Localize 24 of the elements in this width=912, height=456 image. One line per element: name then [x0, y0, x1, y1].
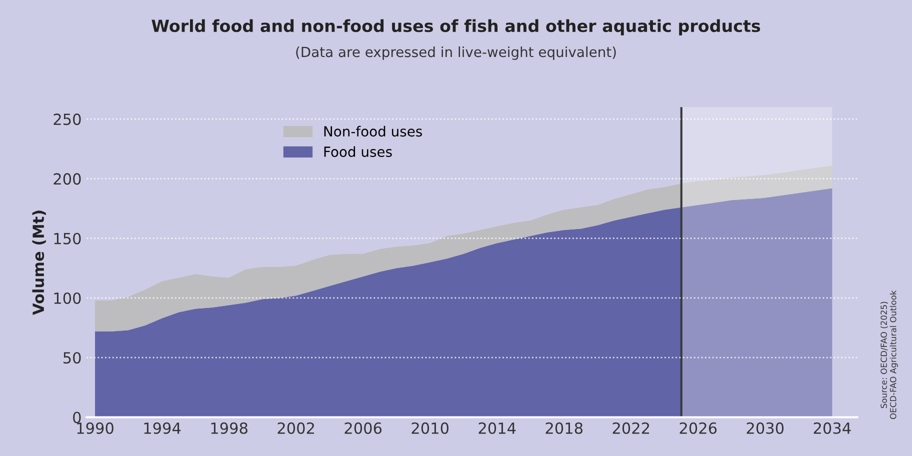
chart-subtitle: (Data are expressed in live-weight equivalent)	[296, 46, 616, 60]
x-tick-label: 2034	[814, 422, 851, 434]
y-tick-label: 150	[54, 232, 81, 244]
x-tick-label: 2018	[546, 422, 582, 434]
x-tick-label: 2006	[344, 422, 382, 434]
y-tick-label: 50	[64, 352, 81, 364]
y-axis-title: Volume (Mt)	[32, 210, 46, 315]
x-tick-label: 2002	[278, 422, 314, 434]
source-note: Source: OECD/FAO (2025) OECD-FAO Agricultural Outlook	[880, 290, 898, 420]
y-tick-label: 0	[73, 412, 81, 424]
x-tick-label: 2022	[612, 422, 650, 434]
y-tick-label: 100	[54, 292, 81, 304]
legend-label: Non-food uses	[324, 126, 422, 137]
y-tick-label: 200	[54, 173, 81, 185]
x-tick-label: 2014	[478, 422, 516, 434]
x-tick-label: 2026	[680, 422, 717, 434]
x-tick-label: 1998	[211, 422, 248, 434]
x-tick-label: 2010	[412, 422, 449, 434]
x-tick-label: 1990	[77, 422, 114, 434]
x-tick-label: 2030	[746, 422, 784, 434]
chart-title: World food and non-food uses of fish and other aquatic products	[152, 19, 760, 36]
x-tick-label: 1994	[144, 422, 181, 434]
legend-label: Food uses	[324, 146, 392, 157]
y-tick-label: 250	[54, 114, 81, 126]
